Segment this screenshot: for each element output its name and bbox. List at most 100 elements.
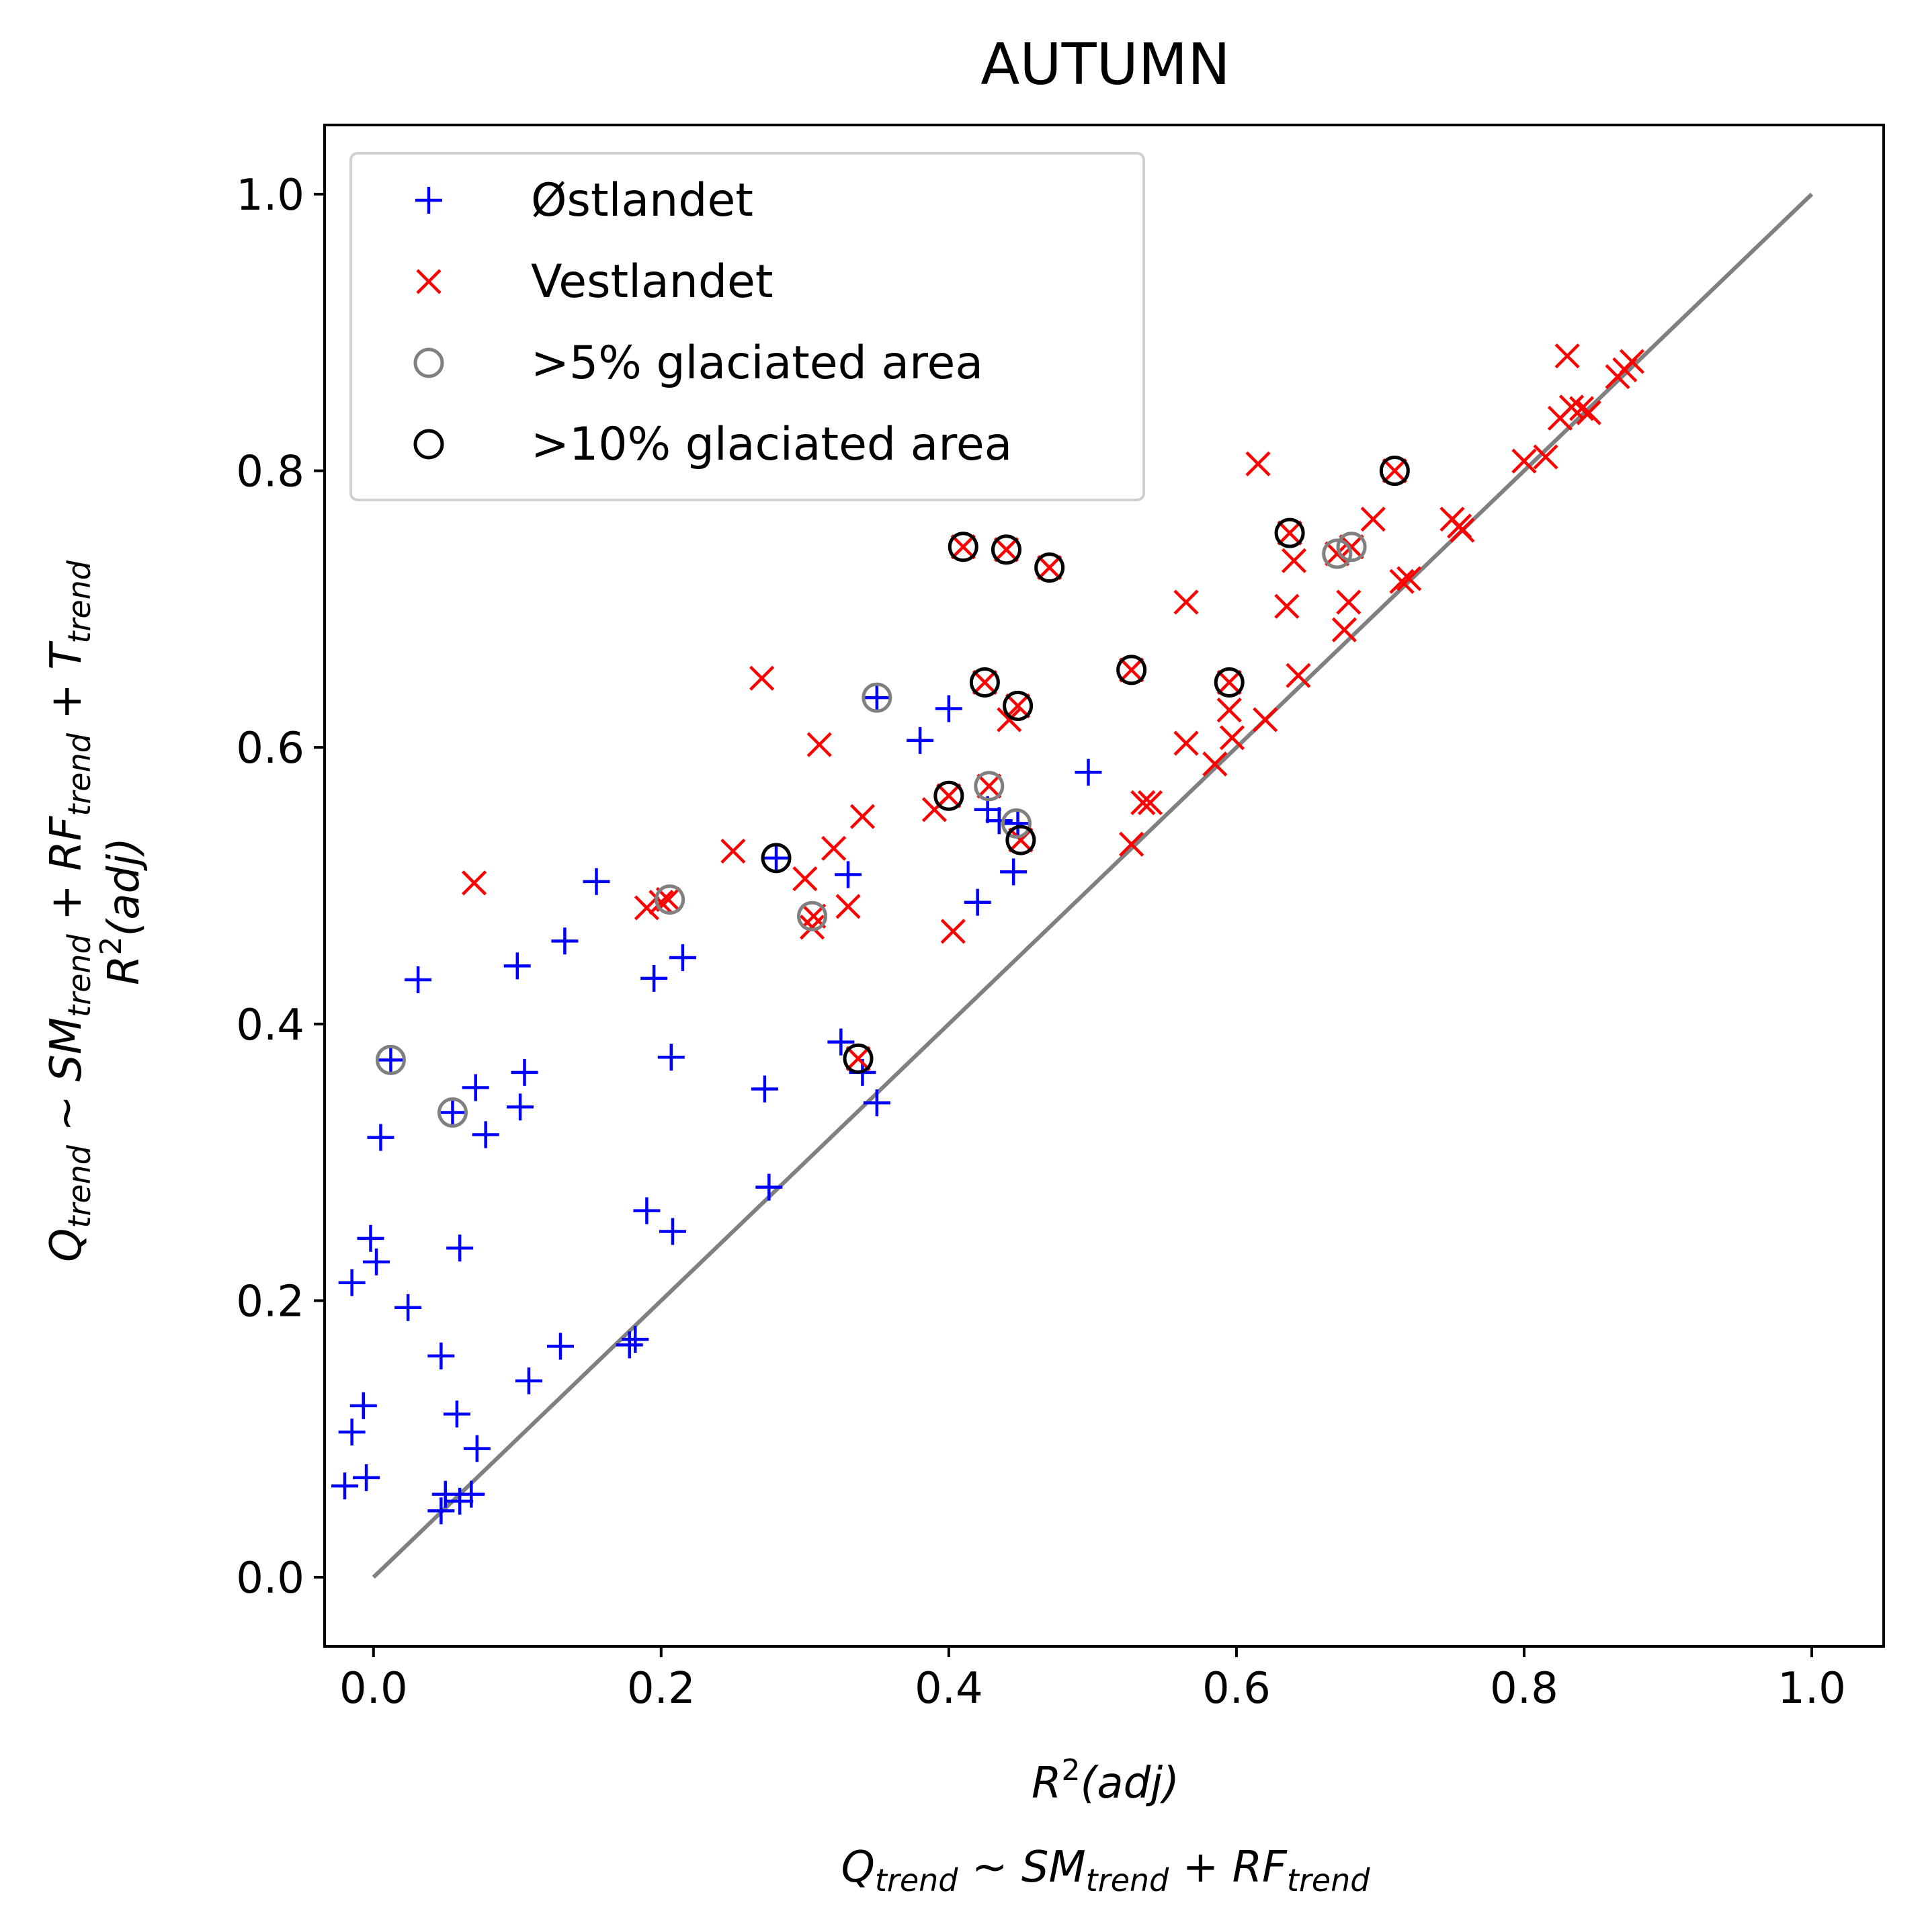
data-point [1216, 698, 1242, 723]
x-axis-label-line2: Qtrend ~ SMtrend + RFtrend [841, 1843, 1371, 1898]
data-point [394, 1294, 422, 1321]
data-point [1379, 456, 1410, 487]
data-point [463, 1435, 491, 1462]
data-point [1202, 751, 1228, 777]
data-point [755, 1173, 783, 1201]
data-point [974, 771, 1005, 802]
x-marker-b [1382, 458, 1407, 484]
data-point [843, 1043, 874, 1074]
x-marker-b [1216, 669, 1242, 696]
data-point [1003, 690, 1034, 721]
data-point [1281, 548, 1307, 573]
circle-marker [1034, 552, 1065, 583]
data-point [649, 890, 674, 915]
data-point [546, 1333, 574, 1360]
legend-marker [413, 429, 444, 460]
circle-marker [797, 900, 828, 931]
data-point [935, 695, 962, 722]
data-point [461, 870, 487, 896]
x-marker-b [1277, 520, 1302, 546]
x-marker-b [1339, 534, 1364, 560]
data-point [338, 1269, 366, 1296]
reference-line [372, 192, 1814, 1579]
data-point [357, 1224, 384, 1252]
x-tick-label: 0.6 [1202, 1664, 1271, 1714]
plot-area [331, 192, 1814, 1579]
data-point [862, 682, 892, 713]
y-tick-label: 0.4 [236, 1001, 304, 1050]
data-point [1037, 555, 1062, 581]
data-point [1119, 831, 1144, 857]
data-point [515, 1367, 542, 1394]
data-point [1286, 663, 1311, 688]
data-point [799, 915, 825, 940]
data-point [1000, 858, 1028, 886]
data-point [985, 807, 1013, 835]
x-marker-b [1281, 548, 1307, 573]
x-tick-label: 1.0 [1777, 1664, 1846, 1714]
data-point [749, 665, 775, 691]
y-tick-label: 0.6 [236, 724, 304, 773]
data-point [1216, 669, 1242, 696]
circle-marker [1005, 825, 1036, 855]
x-marker-b [1130, 790, 1156, 816]
circle-marker [1001, 808, 1032, 839]
data-point [1274, 517, 1305, 548]
data-point [1173, 730, 1199, 756]
data-point [616, 1331, 643, 1359]
x-marker-b [1245, 451, 1271, 476]
data-point [1619, 349, 1645, 374]
x-marker-b [821, 835, 847, 862]
data-point [367, 1124, 394, 1151]
chart-title: AUTUMN [980, 32, 1230, 98]
data-point [1554, 343, 1580, 369]
legend: Østlandet Vestlandet >5% glaciated area >10… [349, 152, 1145, 501]
data-point [933, 780, 964, 811]
x-marker-b [1576, 400, 1601, 425]
circle-marker [948, 532, 978, 562]
data-point [446, 1234, 474, 1262]
data-point [720, 838, 746, 864]
data-point [331, 1472, 358, 1500]
legend-item: Østlandet [415, 174, 753, 227]
data-point [640, 964, 668, 992]
y-axis-label-line1: Qtrend ~ SMtrend + RFtrend + Ttrend [42, 560, 97, 1262]
data-point [991, 534, 1021, 565]
data-point [427, 1497, 455, 1525]
series-3 [761, 456, 1410, 1074]
x-tick-label: 0.4 [915, 1664, 983, 1714]
x-marker-b [806, 732, 832, 757]
circle-marker [655, 884, 685, 915]
data-point [363, 1248, 390, 1275]
data-point [1336, 589, 1362, 615]
data-point [503, 952, 531, 980]
legend-marker [416, 269, 442, 294]
data-point [821, 835, 847, 862]
data-point [1130, 790, 1156, 816]
x-marker-b [1396, 566, 1422, 591]
data-point [835, 894, 861, 919]
y-tick-label: 0.0 [236, 1554, 304, 1603]
data-point [792, 866, 818, 892]
y-axis-label: Qtrend ~ SMtrend + RFtrend + Ttrend R2(a… [42, 560, 149, 1262]
data-point [439, 1099, 466, 1126]
data-point [458, 1480, 485, 1508]
circle-marker [1336, 532, 1367, 562]
x-marker-b [976, 773, 1002, 799]
x-marker-b [940, 919, 966, 944]
data-point [1119, 657, 1144, 683]
data-point [583, 868, 610, 895]
data-point [633, 1197, 661, 1224]
circle-marker [862, 682, 892, 713]
circle-marker [413, 347, 444, 378]
x-marker-b [1173, 589, 1199, 615]
x-axis-label-line1: R2(adj) [1032, 1753, 1179, 1808]
data-point [964, 888, 991, 916]
legend-item: >10% glaciated area [413, 418, 1012, 471]
legend-box [349, 152, 1145, 501]
legend-item: >5% glaciated area [413, 337, 983, 390]
data-point [443, 1400, 470, 1428]
data-point [1533, 444, 1558, 470]
data-point [997, 707, 1022, 732]
data-point [1569, 396, 1595, 421]
